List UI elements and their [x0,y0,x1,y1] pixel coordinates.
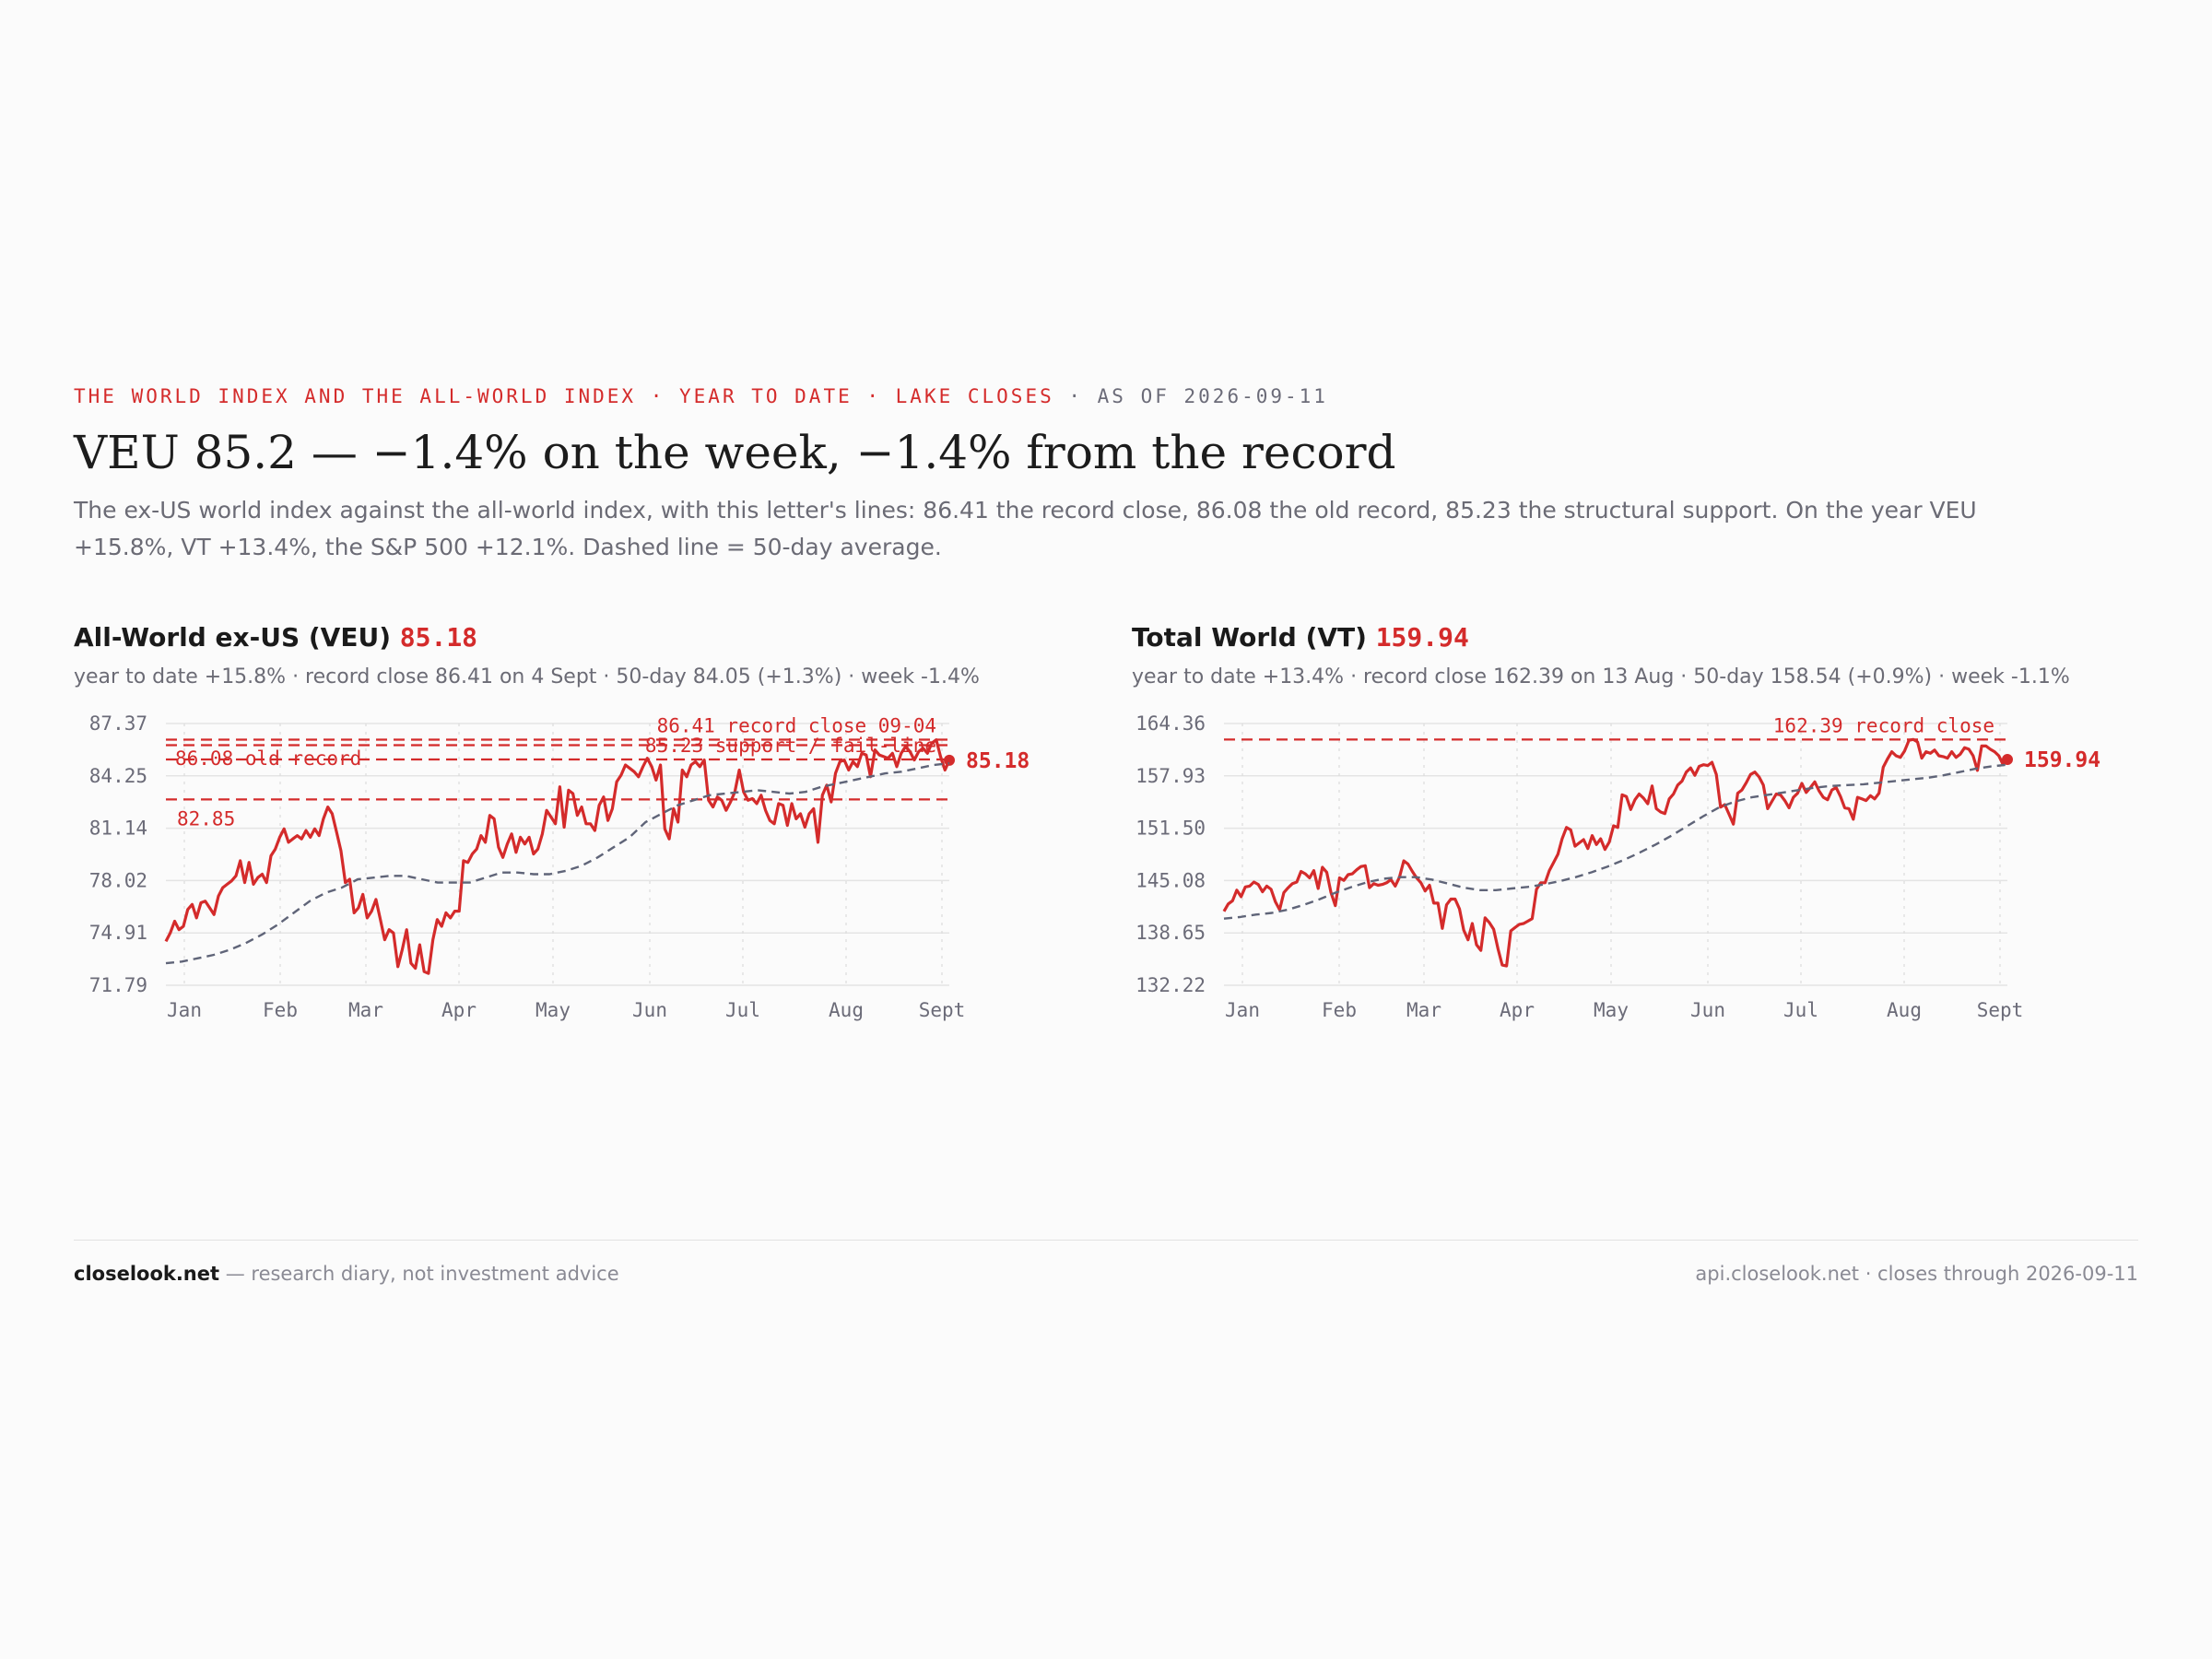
chart-veu: 87.37 84.25 81.14 78.02 74.91 71.79 Jan Feb Mar A… [89,714,1030,1021]
x-tick-label: Sept [1977,999,2024,1021]
x-tick-label: Aug [829,999,864,1021]
x-tick-label: Feb [263,999,298,1021]
last-price-dot [944,754,955,766]
panel-vt: Total World (VT) 159.94 year to date +13… [1132,622,2127,1021]
y-tick-label: 74.91 [89,922,147,944]
x-tick-label: Jan [167,999,202,1021]
x-tick-label: Jul [1783,999,1818,1021]
reference-label: 162.39 record close [1773,714,1994,736]
x-tick-label: Jun [1690,999,1725,1021]
x-tick-label: Feb [1322,999,1357,1021]
x-tick-label: Apr [441,999,477,1021]
kicker-text: THE WORLD INDEX AND THE ALL-WORLD INDEX … [74,385,1054,407]
price-line [1222,737,2009,968]
panel-subtitle: year to date +15.8% · record close 86.41… [74,665,980,688]
reference-label: 82.85 [177,807,235,830]
last-price-label: 159.94 [2024,748,2100,772]
y-tick-label: 157.93 [1135,765,1206,787]
x-tick-label: Aug [1887,999,1922,1021]
x-tick-label: May [1594,999,1629,1021]
y-tick-label: 87.37 [89,714,147,735]
panel-title-text: Total World (VT) [1132,622,1367,653]
y-tick-label: 84.25 [89,765,147,787]
x-tick-label: Mar [1406,999,1441,1021]
y-tick-label: 151.50 [1135,818,1206,840]
reference-label: 86.41 record close 09-04 [657,714,936,736]
panel-last-price: 159.94 [1375,622,1469,653]
footer-brand[interactable]: closelook.net [74,1263,220,1285]
x-tick-label: May [535,999,571,1021]
page-deck: The ex-US world index against the all-wo… [74,497,1977,560]
footer: closelook.net — research diary, not inve… [74,1240,2138,1285]
panel-title: All-World ex-US (VEU) 85.18 [74,622,1069,653]
as-of-date: · AS OF 2026-09-11 [1053,385,1328,407]
panel-title-text: All-World ex-US (VEU) [74,622,391,653]
y-tick-label: 81.14 [89,818,147,840]
panel-subtitle: year to date +13.4% · record close 162.3… [1132,665,2070,688]
last-price-dot [2002,754,2013,766]
y-tick-label: 145.08 [1135,869,1206,891]
panel-last-price: 85.18 [399,622,478,653]
y-tick-label: 132.22 [1135,974,1206,996]
panel-title: Total World (VT) 159.94 [1132,622,2127,653]
x-tick-label: Jun [632,999,667,1021]
average-line [165,762,950,965]
average-line [1223,763,2008,920]
y-tick-label: 71.79 [89,974,147,996]
x-tick-label: Jan [1225,999,1260,1021]
footer-tagline: — research diary, not investment advice [219,1263,619,1285]
reference-label: 85.23 support / fail-line [645,735,936,757]
page: THE WORLD INDEX AND THE ALL-WORLD INDEX … [74,385,2138,566]
y-tick-label: 78.02 [89,869,147,891]
footer-source: api.closelook.net · closes through 2026-… [1695,1263,2138,1285]
x-tick-label: Sept [919,999,966,1021]
panel-veu: All-World ex-US (VEU) 85.18 year to date… [74,622,1069,1021]
x-tick-label: Mar [348,999,383,1021]
reference-label: 86.08 old record [175,747,361,770]
y-tick-label: 164.36 [1135,714,1206,735]
last-price-label: 85.18 [966,749,1030,773]
x-tick-label: Jul [725,999,760,1021]
kicker: THE WORLD INDEX AND THE ALL-WORLD INDEX … [74,385,2138,407]
price-line [164,738,951,975]
chart-vt: 164.36 157.93 151.50 145.08 138.65 132.22 Jan F… [1135,714,2100,1021]
page-headline: VEU 85.2 — −1.4% on the week, −1.4% from… [74,426,1396,479]
x-tick-label: Apr [1500,999,1535,1021]
y-tick-label: 138.65 [1135,922,1206,944]
